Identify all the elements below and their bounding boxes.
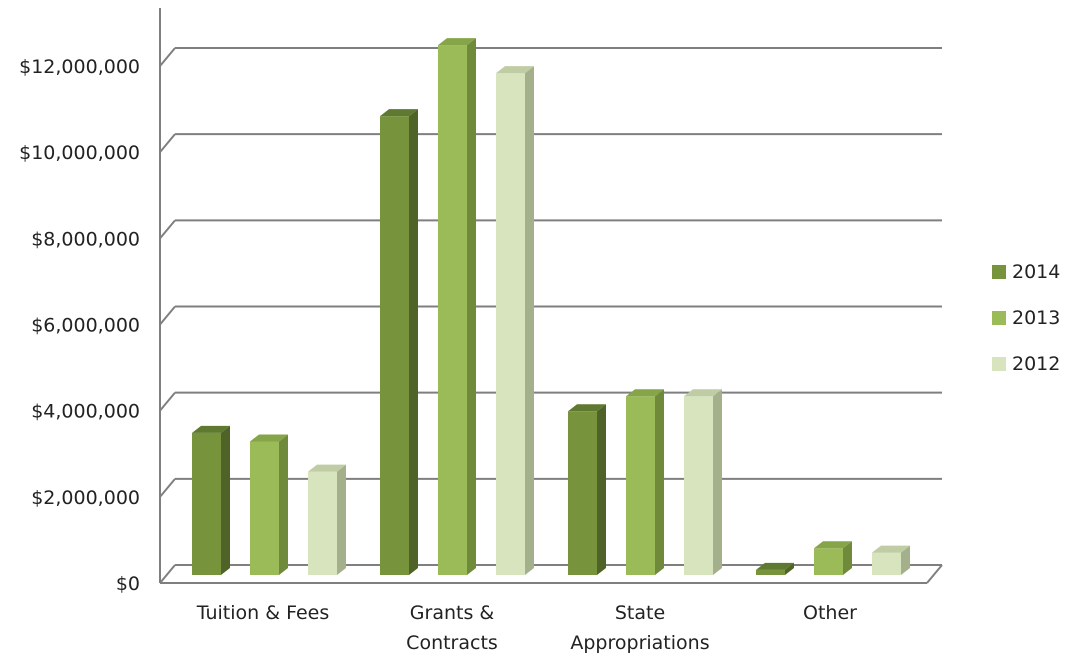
bar-2013 [438, 38, 476, 575]
bar-2013 [626, 389, 664, 575]
legend-item-2014: 2014 [992, 261, 1060, 283]
legend-swatch [992, 357, 1006, 371]
bar-front [192, 432, 221, 575]
legend: 2014 2013 2012 [992, 261, 1060, 375]
bar-top [250, 434, 288, 442]
y-tick-label: $2,000,000 [31, 487, 140, 509]
legend-label: 2014 [1012, 261, 1060, 283]
legend-swatch [992, 311, 1006, 325]
bar-2013 [250, 434, 288, 575]
gridline-depth [159, 305, 176, 326]
bar-2014 [380, 109, 418, 575]
y-tick-labels: $0 $2,000,000 $4,000,000 $6,000,000 $8,000,0… [19, 56, 140, 595]
bar-2014 [756, 562, 794, 575]
gridline-depth [159, 47, 176, 67]
bar-side [525, 66, 534, 576]
bar-front [496, 73, 525, 576]
bars [192, 38, 910, 576]
bar-front [438, 45, 467, 575]
bar-top [756, 562, 794, 570]
bar-side [597, 404, 606, 575]
bar-2014 [192, 425, 230, 575]
gridlines [159, 47, 942, 584]
gridline-depth [159, 392, 176, 412]
floor-right-edge [926, 564, 943, 584]
bar-side [337, 464, 346, 575]
x-tick-labels: Tuition & Fees Grants & Contracts State Appr… [196, 602, 857, 654]
x-tick-label: Other [803, 602, 857, 624]
bar-2013 [814, 541, 852, 575]
x-tick-label: Grants & Contracts [406, 602, 498, 654]
bar-top [192, 425, 230, 433]
y-tick-label: $4,000,000 [31, 401, 140, 423]
legend-label: 2012 [1012, 353, 1060, 375]
gridline-depth [159, 133, 176, 153]
legend-item-2013: 2013 [992, 307, 1060, 329]
bar-front [308, 471, 337, 575]
bar-front [684, 396, 713, 575]
axes [159, 8, 943, 584]
y-tick-label: $12,000,000 [19, 56, 140, 78]
bar-side [713, 389, 722, 575]
bar-side [279, 434, 288, 575]
bar-side [409, 109, 418, 575]
gridline-depth [159, 564, 176, 584]
x-tick-label: State Appropriations [570, 602, 709, 654]
bar-top [626, 389, 664, 397]
bar-front [872, 552, 901, 575]
legend-label: 2013 [1012, 307, 1060, 329]
bar-top [814, 541, 852, 549]
bar-front [756, 569, 785, 575]
bar-front [380, 116, 409, 575]
bar-side [221, 425, 230, 575]
gridline-depth [159, 478, 176, 498]
x-tick-label: Tuition & Fees [196, 602, 330, 624]
bar-side [467, 38, 476, 575]
bar-2014 [568, 404, 606, 575]
bar-front [626, 396, 655, 575]
bar-top [308, 464, 346, 472]
bar-top [438, 38, 476, 46]
y-tick-label: $6,000,000 [31, 315, 140, 337]
bar-front [250, 441, 279, 575]
bar-top [872, 545, 910, 553]
y-tick-label: $0 [116, 573, 140, 595]
bar-side [843, 541, 852, 575]
bar-2012 [684, 389, 722, 575]
bar-side [901, 545, 910, 575]
bar-top [684, 389, 722, 397]
bar-top [568, 404, 606, 412]
bar-top [496, 66, 534, 74]
bar-front [568, 411, 597, 575]
legend-swatch [992, 265, 1006, 279]
bar-top [380, 109, 418, 117]
bar-2012 [308, 464, 346, 575]
bar-front [814, 548, 843, 575]
gridline-depth [159, 219, 176, 239]
y-tick-label: $10,000,000 [19, 142, 140, 164]
bar-2012 [496, 66, 534, 576]
bar-side [785, 562, 794, 575]
bar-2012 [872, 545, 910, 575]
legend-item-2012: 2012 [992, 353, 1060, 375]
bar-side [655, 389, 664, 575]
y-tick-label: $8,000,000 [31, 228, 140, 250]
